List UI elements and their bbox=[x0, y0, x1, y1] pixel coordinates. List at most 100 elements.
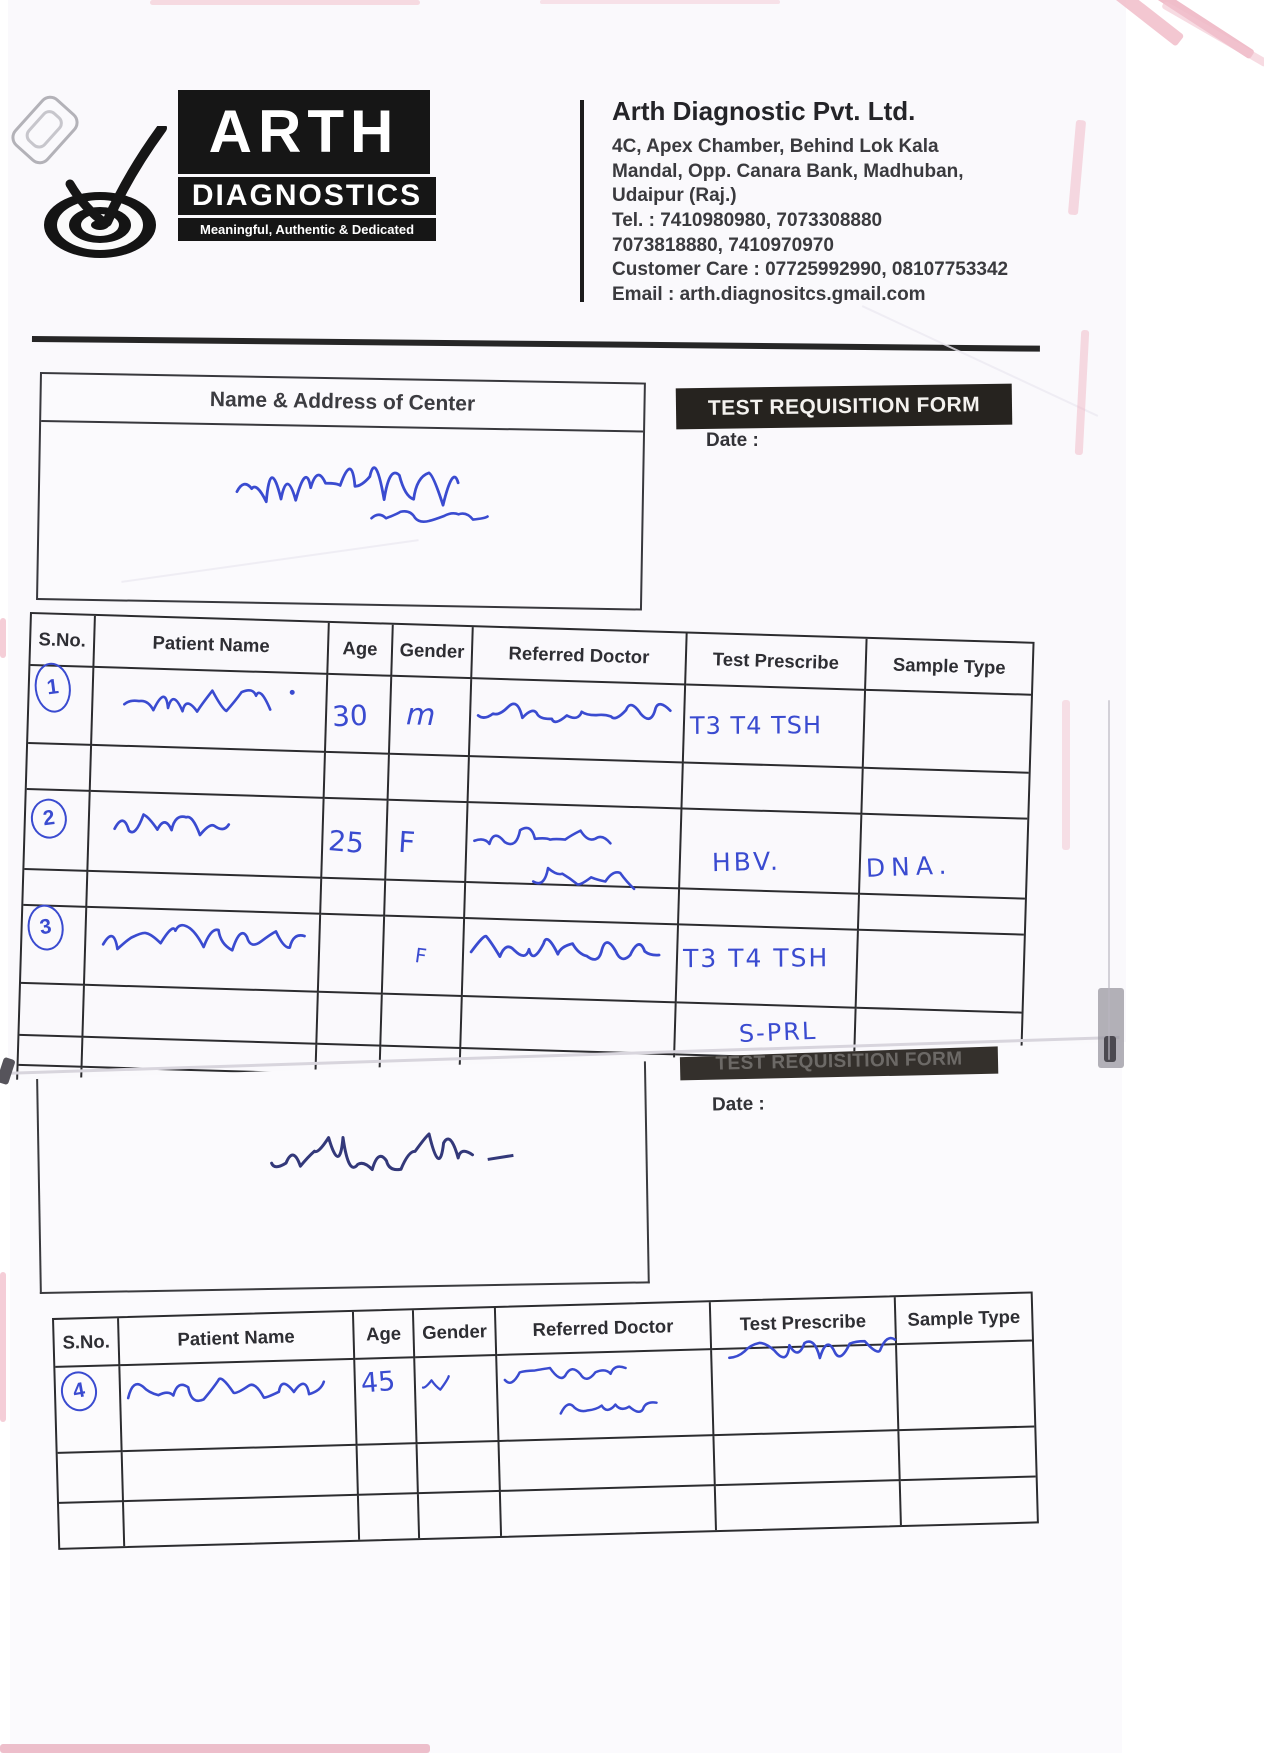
table-cell-empty bbox=[90, 745, 326, 799]
form-title: TEST REQUISITION FORM bbox=[707, 392, 981, 420]
table-cell-empty bbox=[358, 1494, 421, 1540]
company-address-line: 4C, Apex Chamber, Behind Lok Kala bbox=[612, 136, 939, 157]
company-email: Email : arth.diagnositcs.gmail.com bbox=[612, 284, 926, 306]
handwriting-referred-doctor bbox=[502, 1358, 628, 1389]
table-cell-empty bbox=[500, 1486, 717, 1536]
company-customer-care: Customer Care : 07725992990, 08107753342 bbox=[612, 259, 1009, 281]
scan-artifact bbox=[1161, 0, 1264, 68]
table-cell-test-prescribe: T3 T4 TSH bbox=[683, 685, 867, 769]
serial-badge: 1 bbox=[31, 660, 74, 715]
handwriting-referred-doctor bbox=[531, 862, 637, 895]
handwriting-test-prescribe: HBV. bbox=[711, 846, 782, 878]
table-cell-sno: 4 bbox=[55, 1366, 123, 1454]
company-info: Arth Diagnostic Pvt. Ltd. 4C, Apex Chamb… bbox=[612, 96, 1042, 308]
paper-sheet-1: ARTH DIAGNOSTICS Meaningful, Authentic &… bbox=[8, 0, 1126, 1080]
table-cell-test-prescribe: S-PRL bbox=[675, 1003, 857, 1061]
handwriting-test-prescribe bbox=[727, 1331, 898, 1370]
table-cell-empty bbox=[385, 880, 467, 920]
table-cell-empty bbox=[19, 983, 85, 1038]
scan-artifact bbox=[1106, 0, 1256, 60]
table-cell-empty bbox=[678, 889, 860, 931]
handwriting-age: 45 bbox=[359, 1365, 397, 1400]
table-cell-empty bbox=[83, 985, 319, 1045]
handwriting-patient-name bbox=[126, 1371, 327, 1410]
center-address-box: Name & Address of Center bbox=[36, 372, 646, 611]
table-cell-age bbox=[318, 914, 386, 995]
page2-handwriting-center-name bbox=[269, 1119, 475, 1185]
table-cell-empty bbox=[324, 752, 390, 801]
handwriting-referred-doctor bbox=[476, 693, 673, 733]
table-cell-empty bbox=[858, 894, 1025, 936]
table-header-cell: Age bbox=[328, 622, 394, 677]
table-cell-age: 25 bbox=[322, 798, 389, 881]
table-header-cell: S.No. bbox=[30, 614, 96, 668]
table-header-cell: S.No. bbox=[54, 1318, 121, 1368]
table-cell-empty bbox=[321, 878, 387, 917]
table-cell-sample-type bbox=[863, 690, 1031, 774]
serial-badge: 2 bbox=[28, 796, 70, 841]
requisition-table: S.No. Patient Name Age Gender Referred D… bbox=[15, 612, 1035, 1080]
table-header-cell: Patient Name bbox=[94, 615, 330, 675]
header-divider-line bbox=[580, 100, 584, 302]
table-cell-gender: F bbox=[382, 916, 466, 998]
date-label: Date : bbox=[706, 430, 759, 451]
page2-requisition-table: S.No. Patient Name Age Gender Referred D… bbox=[52, 1291, 1039, 1550]
table-cell-empty bbox=[682, 763, 864, 815]
table-cell-empty bbox=[418, 1491, 503, 1539]
table-cell-patient-name bbox=[92, 667, 329, 753]
table-header-cell: Age bbox=[353, 1310, 416, 1360]
table-cell-empty bbox=[18, 1035, 84, 1068]
table-header-cell: Referred Doctor bbox=[495, 1302, 713, 1356]
table-cell-empty bbox=[317, 992, 383, 1047]
table-cell-empty bbox=[23, 869, 89, 908]
arth-logo: ARTH DIAGNOSTICS Meaningful, Authentic &… bbox=[40, 86, 460, 261]
table-cell-empty bbox=[715, 1481, 902, 1531]
handwriting-referred-doctor bbox=[558, 1393, 659, 1424]
table-cell-age: 45 bbox=[355, 1358, 418, 1446]
company-tel-line: Tel. : 7410980980, 7073308880 bbox=[612, 210, 883, 232]
table-header-cell: Referred Doctor bbox=[472, 627, 688, 686]
handwriting-age: 30 bbox=[331, 698, 369, 734]
scan-artifact bbox=[0, 618, 6, 658]
table-cell-referred-doctor bbox=[497, 1350, 715, 1442]
serial-badge: 3 bbox=[24, 902, 67, 953]
handwriting-age: 25 bbox=[327, 824, 366, 860]
scan-artifact bbox=[0, 1272, 6, 1422]
table-cell-sample-type bbox=[897, 1341, 1035, 1432]
table-cell-sno: 2 bbox=[24, 789, 91, 872]
table-cell-referred-doctor bbox=[469, 679, 687, 764]
table-header-cell: Patient Name bbox=[119, 1311, 356, 1367]
center-box-title: Name & Address of Center bbox=[41, 374, 644, 433]
handwriting-test-prescribe-line2: S-PRL bbox=[738, 1016, 818, 1048]
table-cell-gender: F bbox=[386, 800, 469, 884]
handwriting-center-name bbox=[235, 447, 461, 519]
table-cell-sample-type bbox=[856, 930, 1024, 1014]
handwriting-referred-doctor bbox=[472, 821, 613, 855]
table-cell-empty bbox=[899, 1427, 1036, 1482]
table-cell-empty bbox=[57, 1452, 125, 1504]
table-header-cell: Gender bbox=[413, 1307, 498, 1359]
table-cell-empty bbox=[468, 757, 684, 810]
division-name: DIAGNOSTICS bbox=[178, 177, 436, 215]
table-cell-patient-name bbox=[84, 907, 322, 993]
page2-center-address-box bbox=[36, 1061, 650, 1294]
table-cell-test-prescribe bbox=[712, 1336, 900, 1437]
handwriting-patient-name bbox=[112, 807, 231, 844]
table-cell-empty bbox=[417, 1441, 501, 1495]
table-cell-sample-type: DNA. bbox=[859, 814, 1028, 900]
table-header-cell: Test Prescribe bbox=[686, 633, 868, 691]
table-cell-test-prescribe: T3 T4 TSH bbox=[676, 925, 859, 1009]
handwriting-gender: F bbox=[397, 824, 417, 860]
table-cell-empty bbox=[862, 768, 1029, 820]
company-name: Arth Diagnostic Pvt. Ltd. bbox=[612, 96, 916, 126]
table-cell-referred-doctor bbox=[462, 919, 679, 1004]
table-cell-empty bbox=[714, 1431, 901, 1487]
table-cell-empty bbox=[499, 1436, 716, 1492]
table-cell-sno: 3 bbox=[20, 902, 88, 986]
table-cell-empty bbox=[124, 1495, 361, 1547]
bullseye-checkmark-icon bbox=[44, 126, 167, 258]
table-cell-patient-name bbox=[88, 791, 325, 879]
table-header-cell: Sample Type bbox=[866, 638, 1033, 696]
page2-date-label: Date : bbox=[711, 1093, 765, 1116]
